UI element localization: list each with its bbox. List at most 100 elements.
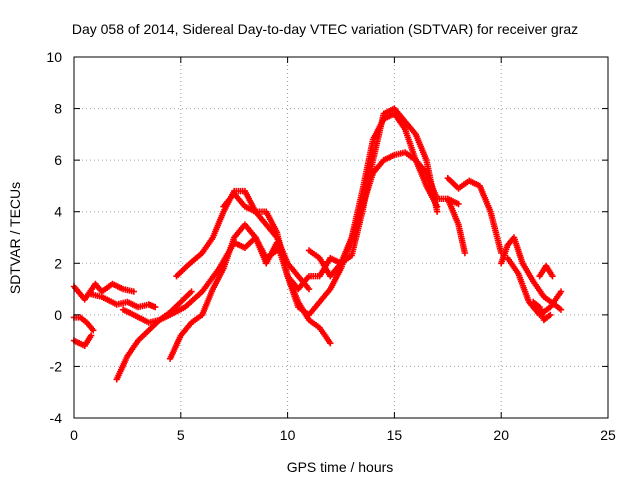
- data-point-marker: [124, 298, 140, 310]
- series-arc-a: [70, 280, 137, 303]
- y-axis-label: SDTVAR / TECUs: [7, 182, 23, 294]
- data-point-marker: [220, 236, 237, 272]
- series-arc-q: [536, 262, 556, 280]
- data-point-marker: [327, 261, 343, 280]
- data-point-marker: [81, 334, 94, 349]
- data-point-marker: [510, 234, 526, 265]
- data-point-marker: [166, 304, 187, 319]
- data-point-marker: [134, 328, 151, 344]
- data-point-marker: [423, 156, 440, 213]
- series-arc-d: [87, 291, 159, 311]
- data-point-marker: [540, 312, 552, 324]
- data-point-marker: [199, 287, 216, 319]
- data-point-marker: [188, 312, 204, 326]
- data-point-marker: [113, 354, 130, 383]
- data-point-marker: [348, 210, 366, 259]
- data-point-marker: [369, 112, 387, 164]
- data-point-marker: [199, 266, 222, 295]
- y-tick-label: 0: [54, 307, 62, 323]
- data-point-marker: [252, 234, 269, 260]
- data-point-marker: [530, 278, 546, 299]
- data-point-marker: [444, 195, 461, 226]
- data-point-marker: [444, 175, 461, 191]
- data-point-marker: [77, 314, 89, 325]
- data-point-marker: [184, 251, 204, 270]
- data-point-marker: [152, 303, 159, 311]
- x-tick-label: 5: [177, 427, 185, 443]
- data-point-marker: [401, 118, 418, 136]
- x-tick-label: 10: [280, 427, 296, 443]
- x-tick-label: 15: [387, 427, 403, 443]
- data-point-marker: [455, 178, 471, 192]
- plot-frame: [73, 56, 609, 419]
- series-arc-p: [530, 298, 554, 324]
- data-point-marker: [519, 260, 536, 283]
- data-point-marker: [547, 290, 563, 311]
- data-point-marker: [515, 270, 532, 304]
- chart-title: Day 058 of 2014, Sidereal Day-to-day VTE…: [72, 21, 578, 37]
- data-point-marker: [199, 236, 215, 257]
- data-point-marker: [455, 200, 462, 208]
- data-point-marker: [177, 289, 194, 306]
- y-tick-label: 6: [54, 152, 62, 168]
- data-point-marker: [295, 274, 311, 293]
- y-tick-label: 2: [54, 255, 62, 271]
- data-point-marker: [547, 311, 554, 319]
- data-point-marker: [305, 316, 322, 330]
- data-point-marker: [391, 110, 408, 131]
- data-point-marker: [487, 208, 504, 255]
- data-point-marker: [391, 105, 407, 124]
- y-tick-label: 4: [54, 204, 62, 220]
- series-arc-l: [444, 175, 505, 257]
- data-point-marker: [316, 287, 333, 306]
- data-point-marker: [327, 267, 344, 293]
- x-tick-label: 20: [493, 427, 509, 443]
- data-point-marker: [231, 190, 247, 209]
- data-point-marker: [284, 273, 301, 309]
- x-tick-label: 0: [70, 427, 78, 443]
- series-arc-k: [305, 105, 441, 280]
- data-point-marker: [327, 340, 334, 347]
- data-point-marker: [542, 262, 555, 278]
- data-point-marker: [156, 312, 172, 324]
- data-point-marker: [209, 267, 226, 293]
- data-point-marker: [504, 254, 521, 276]
- y-tick-label: -4: [50, 410, 63, 426]
- data-point-marker: [173, 264, 189, 280]
- data-point-marker: [476, 182, 493, 213]
- data-point-marker: [166, 334, 184, 362]
- x-axis-label: GPS time / hours: [287, 459, 394, 475]
- data-point-marker: [305, 300, 322, 319]
- data-point-marker: [530, 298, 542, 309]
- data-point-marker: [549, 273, 556, 280]
- data-point-marker: [359, 159, 376, 215]
- data-point-marker: [130, 288, 137, 295]
- data-point-marker: [263, 248, 279, 262]
- data-point-marker: [305, 247, 322, 260]
- y-tick-label: 10: [46, 49, 62, 65]
- data-point-marker: [337, 253, 354, 267]
- data-point-marker: [241, 221, 258, 240]
- data-point-marker: [316, 254, 333, 278]
- data-point-marker: [316, 324, 333, 345]
- data-point-marker: [455, 221, 468, 255]
- y-tick-label: -2: [50, 358, 63, 374]
- series-arc-m: [444, 195, 469, 257]
- data-point-marker: [433, 208, 441, 215]
- data-point-marker: [401, 149, 418, 163]
- data-point-marker: [209, 210, 226, 241]
- data-point-marker: [557, 288, 565, 295]
- data-point-marker: [83, 319, 96, 332]
- data-point-marker: [119, 306, 136, 318]
- data-point-marker: [412, 156, 429, 175]
- data-point-marker: [109, 280, 125, 292]
- y-tick-label: 8: [54, 101, 62, 117]
- data-point-marker: [130, 311, 151, 325]
- data-point-marker: [90, 327, 97, 334]
- data-point-marker: [98, 282, 114, 295]
- data-point-marker: [181, 289, 204, 311]
- data-point-marker: [348, 205, 365, 241]
- data-point-marker: [98, 293, 119, 307]
- data-point-marker: [557, 306, 565, 313]
